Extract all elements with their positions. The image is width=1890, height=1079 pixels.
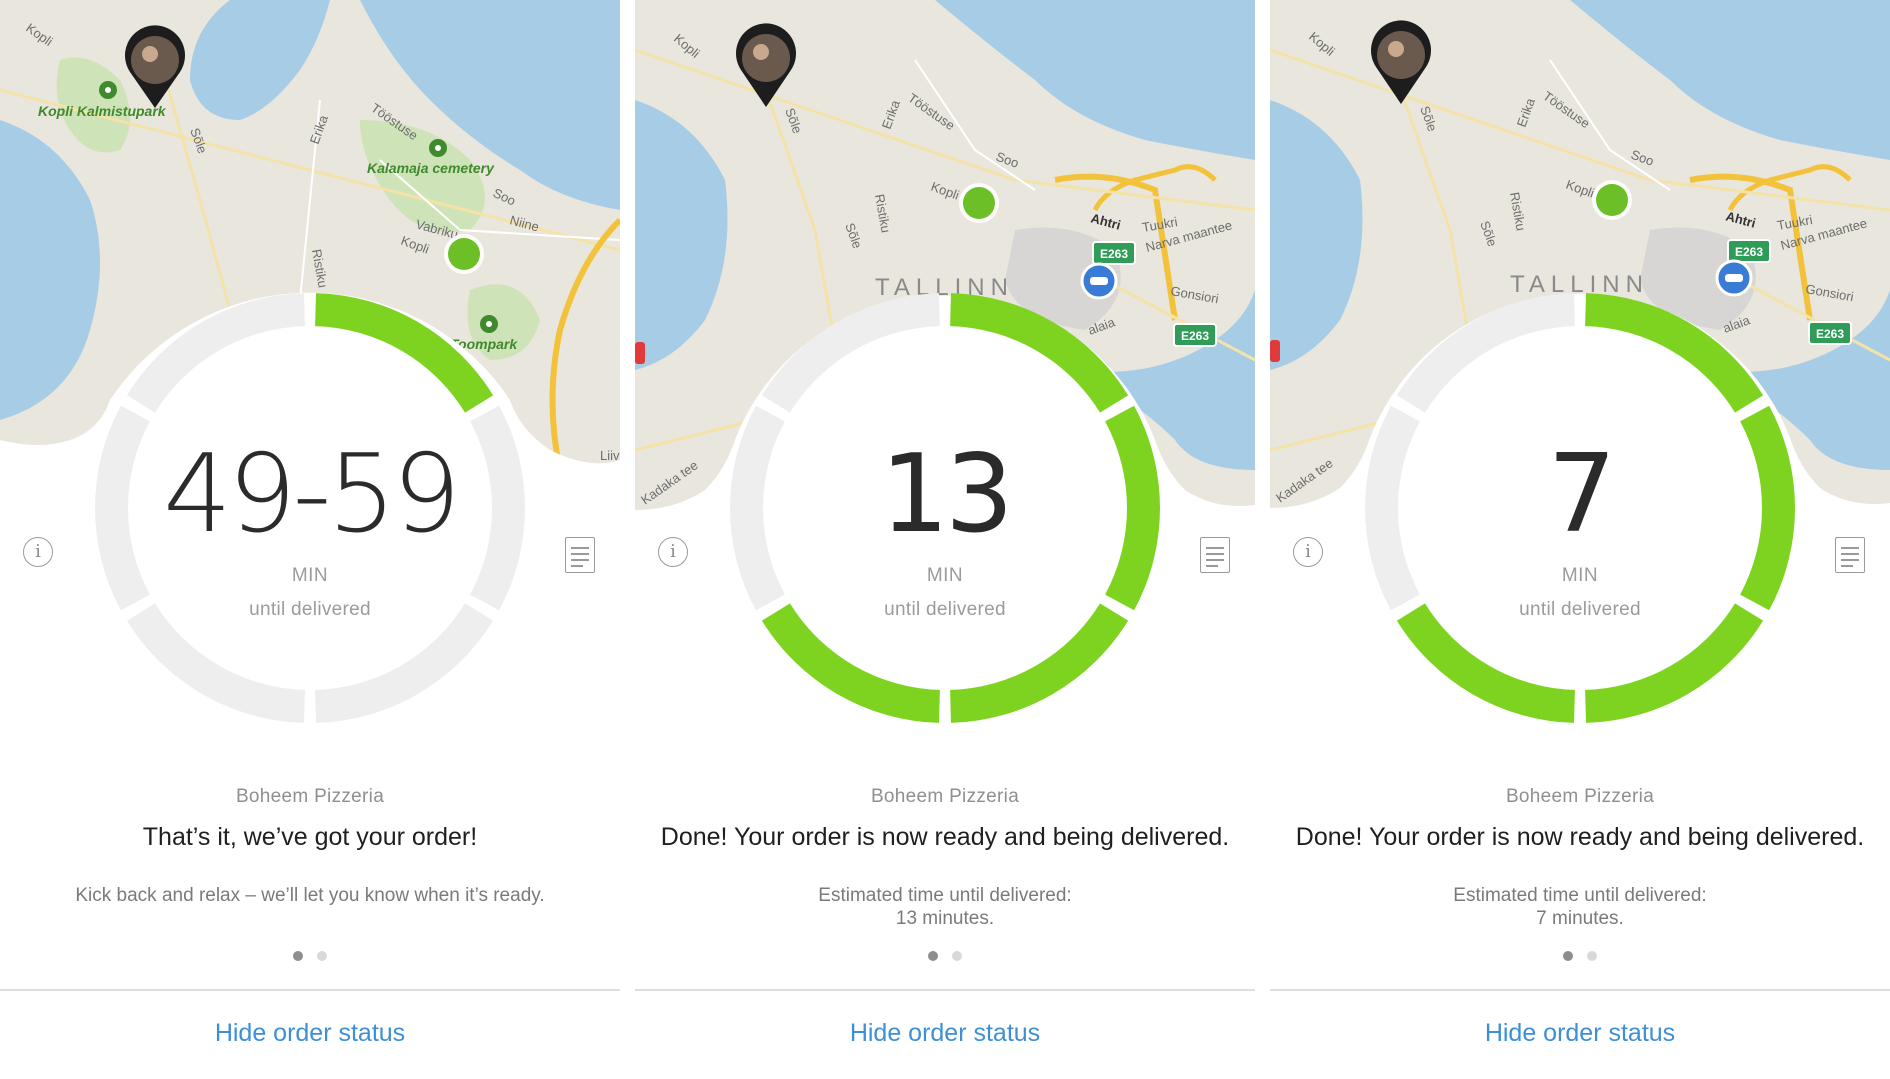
info-icon[interactable]: i <box>658 537 688 567</box>
page-indicator[interactable] <box>635 951 1255 961</box>
map-label: Toompark <box>450 336 518 352</box>
car-marker-icon <box>1715 259 1753 297</box>
destination-dot-icon <box>959 183 999 223</box>
status-subtext-line: Kick back and relax – we’ll let you know… <box>75 885 545 906</box>
map-label: Kalamaja cemetery <box>367 160 495 176</box>
map-label: Liiv <box>600 448 620 463</box>
page-indicator[interactable] <box>1270 951 1890 961</box>
divider <box>1270 989 1890 991</box>
eta-caption: until delivered <box>1519 599 1641 620</box>
restaurant-name: Boheem Pizzeria <box>870 786 1020 807</box>
map-label: E263 <box>1100 247 1128 261</box>
progress-segment-empty <box>1365 405 1420 611</box>
progress-ring <box>635 293 1255 760</box>
hide-order-status-button[interactable]: Hide order status <box>849 1019 1041 1047</box>
eta-value: 13 <box>880 432 1013 557</box>
highway-shield-icon <box>1092 241 1217 347</box>
receipt-icon[interactable] <box>565 537 595 573</box>
hide-order-status-button[interactable]: Hide order status <box>1484 1019 1676 1047</box>
progress-segment-filled <box>1585 293 1764 413</box>
progress-segment-filled <box>315 293 494 413</box>
map-label: Ristiku <box>309 248 331 289</box>
map-label: Ristiku <box>1507 191 1529 232</box>
highway-shield-icon <box>1727 239 1852 345</box>
page-indicator[interactable] <box>0 951 620 961</box>
receipt-icon[interactable] <box>1200 537 1230 573</box>
page-dot[interactable] <box>952 951 962 961</box>
status-subtext: Kick back and relax – we’ll let you know… <box>0 884 620 907</box>
progress-segment-filled <box>761 603 940 723</box>
progress-ring <box>0 292 620 760</box>
status-subtext-line: Estimated time until delivered: <box>818 885 1072 906</box>
map-label: Soo <box>1629 147 1656 169</box>
car-marker-icon <box>1080 262 1118 300</box>
divider <box>0 989 620 991</box>
map-label: E263 <box>1735 245 1763 259</box>
receipt-icon[interactable] <box>1835 537 1865 573</box>
order-status-panel-2: Kopli Sõle Erika Tööstuse Soo Kopli Rist… <box>635 0 1255 1079</box>
restaurant-name: Boheem Pizzeria <box>1505 786 1655 807</box>
page-dot[interactable] <box>317 951 327 961</box>
eta-unit: MIN <box>291 565 329 586</box>
eta-value: 49-59 <box>163 432 461 557</box>
eta-unit: MIN <box>926 565 964 586</box>
progress-segment-empty <box>730 405 785 611</box>
order-status-panel-1: Kopli Kopli Kalmistupark Sõle Erika Töös… <box>0 0 620 1079</box>
status-subtext-line: Estimated time until delivered: <box>1453 885 1707 906</box>
hide-order-status-button[interactable]: Hide order status <box>214 1019 406 1047</box>
order-status-panel-3: Kopli Sõle Erika Tööstuse Soo Kopli Rist… <box>1270 0 1890 1079</box>
eta-caption: until delivered <box>249 599 371 620</box>
progress-segment-empty <box>126 293 305 413</box>
map-label: Kopli Kalmistupark <box>38 103 167 119</box>
progress-segment-empty <box>94 405 150 611</box>
map-label: Tuukri <box>1776 212 1814 233</box>
progress-segment-filled <box>950 603 1129 723</box>
status-headline: Done! Your order is now ready and being … <box>1295 823 1865 851</box>
info-icon[interactable]: i <box>23 537 53 567</box>
map-label: TALLINN <box>1510 271 1649 298</box>
status-subtext: Estimated time until delivered: 13 minut… <box>635 884 1255 930</box>
eta-unit: MIN <box>1561 565 1599 586</box>
map-label: E263 <box>1181 329 1209 343</box>
map-label: Niine <box>508 212 540 234</box>
page-dot[interactable] <box>1563 951 1573 961</box>
page-dot[interactable] <box>293 951 303 961</box>
progress-segment-empty <box>315 603 494 723</box>
status-subtext-line: 7 minutes. <box>1536 908 1624 929</box>
progress-segment-empty <box>126 603 305 723</box>
page-dot[interactable] <box>928 951 938 961</box>
map-label: E263 <box>1816 327 1844 341</box>
progress-segment-empty <box>761 293 940 413</box>
progress-segment-filled <box>1585 603 1764 723</box>
destination-dot-icon <box>1592 180 1632 220</box>
eta-caption: until delivered <box>884 599 1006 620</box>
page-dot[interactable] <box>1587 951 1597 961</box>
status-subtext: Estimated time until delivered: 7 minute… <box>1270 884 1890 930</box>
map-label: Soo <box>994 149 1021 171</box>
status-headline: That’s it, we’ve got your order! <box>142 823 478 851</box>
progress-segment-empty <box>470 405 526 611</box>
progress-segment-filled <box>950 293 1129 413</box>
map-label: Tuukri <box>1141 214 1179 235</box>
courier-avatar-pin-icon[interactable] <box>1371 20 1431 105</box>
info-icon[interactable]: i <box>1293 537 1323 567</box>
progress-segment-filled <box>1740 405 1795 611</box>
status-subtext-line: 13 minutes. <box>895 908 995 929</box>
destination-dot-icon <box>444 234 484 274</box>
courier-avatar-pin-icon[interactable] <box>125 25 185 109</box>
progress-segment-empty <box>1396 293 1575 413</box>
courier-avatar-pin-icon[interactable] <box>736 23 796 107</box>
restaurant-name: Boheem Pizzeria <box>235 786 385 807</box>
progress-ring <box>1270 293 1890 760</box>
eta-value: 7 <box>1547 432 1617 557</box>
progress-segment-filled <box>1105 405 1160 611</box>
status-headline: Done! Your order is now ready and being … <box>660 823 1230 851</box>
divider <box>635 989 1255 991</box>
park-marker-icon <box>99 81 498 333</box>
progress-segment-filled <box>1396 603 1575 723</box>
map-label: Ristiku <box>872 193 894 234</box>
